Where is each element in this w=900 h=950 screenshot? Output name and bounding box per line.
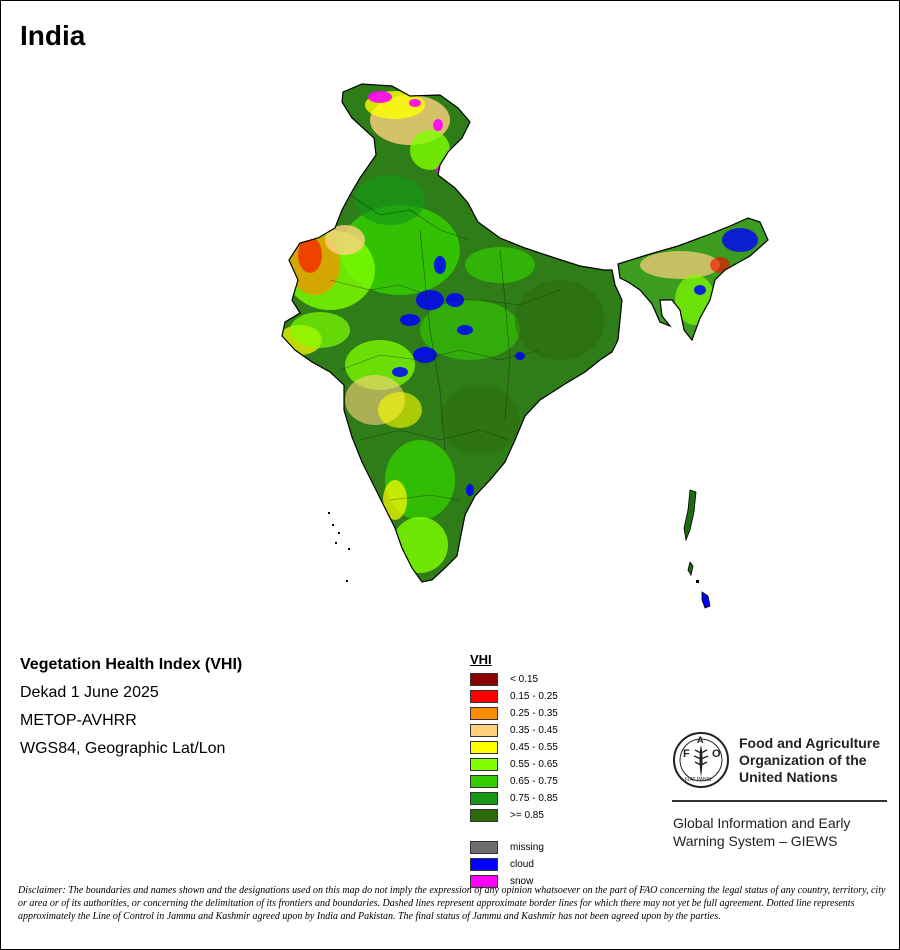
period-label: Dekad 1 June 2025 xyxy=(20,684,159,701)
legend-item: 0.55 - 0.65 xyxy=(470,756,558,773)
legend-label: missing xyxy=(510,842,544,853)
legend-item: 0.15 - 0.25 xyxy=(470,688,558,705)
islands xyxy=(328,489,711,609)
legend-label: 0.35 - 0.45 xyxy=(510,725,558,736)
logo-letter-o: O xyxy=(712,748,721,760)
legend-item: 0.25 - 0.35 xyxy=(470,705,558,722)
india-vhi-map xyxy=(281,83,769,609)
legend-item: >= 0.85 xyxy=(470,807,558,824)
legend-swatch xyxy=(470,673,498,686)
vhi-legend: VHI < 0.15 0.15 - 0.25 0.25 - 0.35 0.35 - 0… xyxy=(470,652,558,890)
legend-swatch xyxy=(470,690,498,703)
legend-title: VHI xyxy=(470,652,492,667)
legend-label: 0.55 - 0.65 xyxy=(510,759,558,770)
disclaimer: Disclaimer: The boundaries and names sho… xyxy=(18,885,886,923)
fao-name: Food and Agriculture Organization of the… xyxy=(739,735,880,786)
legend-label: 0.75 - 0.85 xyxy=(510,793,558,804)
legend-swatch xyxy=(470,707,498,720)
projection-label: WGS84, Geographic Lat/Lon xyxy=(20,740,226,757)
legend-swatch xyxy=(470,741,498,754)
legend-item: missing xyxy=(470,839,558,856)
legend-item: 0.45 - 0.55 xyxy=(470,739,558,756)
legend-item: 0.35 - 0.45 xyxy=(470,722,558,739)
legend-swatch xyxy=(470,858,498,871)
legend-swatch xyxy=(470,724,498,737)
legend-classes: < 0.15 0.15 - 0.25 0.25 - 0.35 0.35 - 0.45 0… xyxy=(470,671,558,824)
legend-label: >= 0.85 xyxy=(510,810,544,821)
legend-label: cloud xyxy=(510,859,534,870)
logo-letter-f: F xyxy=(683,748,690,760)
legend-label: 0.15 - 0.25 xyxy=(510,691,558,702)
legend-swatch xyxy=(470,875,498,888)
fao-name-line: Organization of the xyxy=(739,752,867,768)
giews-label: Global Information and Early Warning Sys… xyxy=(673,814,850,850)
legend-special: missing cloud snow xyxy=(470,839,558,890)
legend-item: cloud xyxy=(470,856,558,873)
logo-letter-a: A xyxy=(697,735,704,745)
fao-logo-icon: F O A FIAT PANIS xyxy=(673,732,729,788)
index-name: Vegetation Health Index (VHI) xyxy=(20,656,243,673)
legend-swatch xyxy=(470,758,498,771)
giews-line: Warning System – GIEWS xyxy=(673,833,838,849)
state-boundaries xyxy=(329,194,561,501)
legend-swatch xyxy=(470,775,498,788)
sensor-label: METOP-AVHRR xyxy=(20,712,137,729)
legend-item: 0.75 - 0.85 xyxy=(470,790,558,807)
legend-label: snow xyxy=(510,876,534,887)
legend-item: snow xyxy=(470,873,558,890)
legend-label: < 0.15 xyxy=(510,674,539,685)
logo-motto: FIAT PANIS xyxy=(685,777,712,783)
giews-line: Global Information and Early xyxy=(673,815,851,831)
legend-label: 0.45 - 0.55 xyxy=(510,742,558,753)
legend-swatch xyxy=(470,841,498,854)
legend-swatch xyxy=(470,792,498,805)
legend-item: < 0.15 xyxy=(470,671,558,688)
fao-name-line: United Nations xyxy=(739,769,838,785)
divider xyxy=(672,800,887,802)
legend-item: 0.65 - 0.75 xyxy=(470,773,558,790)
map-title: India xyxy=(20,20,86,51)
fao-name-line: Food and Agriculture xyxy=(739,735,881,751)
legend-swatch xyxy=(470,809,498,822)
legend-label: 0.25 - 0.35 xyxy=(510,708,558,719)
map-info-block: Vegetation Health Index (VHI) Dekad 1 Ju… xyxy=(20,656,242,768)
legend-label: 0.65 - 0.75 xyxy=(510,776,558,787)
